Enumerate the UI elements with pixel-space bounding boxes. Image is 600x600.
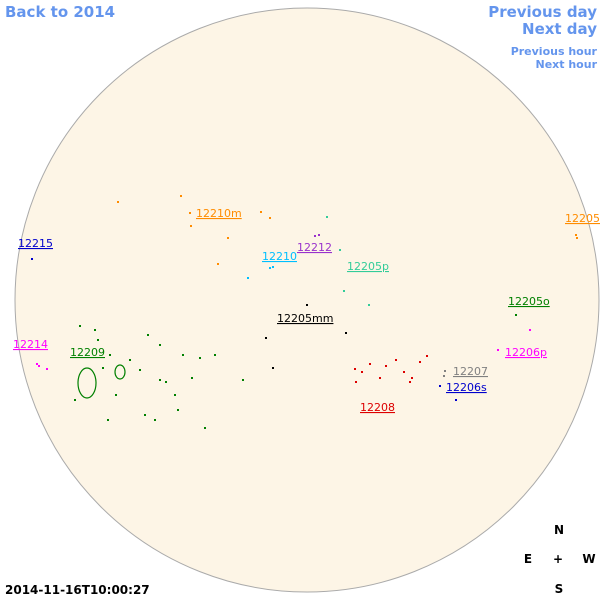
sunspot [314,235,316,237]
sunspot [354,368,356,370]
previous-hour-link[interactable]: Previous hour [511,45,598,58]
sunspot [97,339,99,341]
next-hour-link[interactable]: Next hour [536,58,598,71]
sunspot [343,290,345,292]
sunspot [395,359,397,361]
sunspot [174,394,176,396]
sunspot [190,225,192,227]
region-label[interactable]: 12210 [262,250,297,263]
sunspot [94,329,96,331]
sunspot [115,394,117,396]
sunspot [199,357,201,359]
sunspot [306,304,308,306]
sunspot [36,363,38,365]
sunspot [576,237,578,239]
region-label[interactable]: 12205o [508,295,550,308]
compass-east: E [524,552,532,566]
solar-disk [14,7,600,593]
sunspot [247,277,249,279]
region-label[interactable]: 12207 [453,365,488,378]
sunspot [102,367,104,369]
sunspot [403,371,405,373]
sunspot [361,371,363,373]
sunspot [439,385,441,387]
sunspot [144,414,146,416]
sunspot [455,399,457,401]
sunspot [165,381,167,383]
compass-north: N [554,523,564,537]
sunspot [265,337,267,339]
sunspot [345,332,347,334]
sunspot [159,379,161,381]
sunspot [38,365,40,367]
region-label[interactable]: 12206s [446,381,487,394]
compass-center: + [553,552,563,566]
sunspot [497,349,499,351]
sunspot [191,377,193,379]
compass-south: S [555,582,564,596]
sunspot [409,381,411,383]
sunspot [117,201,119,203]
sunspot [147,334,149,336]
region-label[interactable]: 12214 [13,338,48,351]
sunspot [189,212,191,214]
next-day-link[interactable]: Next day [522,20,597,38]
region-contours [77,364,126,399]
sunspot [368,304,370,306]
sunspot [272,266,274,268]
region-label[interactable]: 12215 [18,237,53,250]
sunspot [411,377,413,379]
sunspot [204,427,206,429]
sunspot [419,361,421,363]
sunspot [109,354,111,356]
back-link[interactable]: Back to 2014 [5,3,115,21]
sunspot [379,377,381,379]
sunspot [217,263,219,265]
sunspot [31,258,33,260]
sunspot [79,325,81,327]
sunspot [129,359,131,361]
sunspot [227,237,229,239]
sunspot [46,368,48,370]
sunspot [182,354,184,356]
sunspot [444,370,446,372]
region-label[interactable]: 12209 [70,346,105,359]
sunspot [426,355,428,357]
sunspot [260,211,262,213]
sunspot [515,314,517,316]
sunspot [318,234,320,236]
sunspot [154,419,156,421]
region-label[interactable]: 12205p [347,260,389,273]
sunspot [269,267,271,269]
sunspot [272,367,274,369]
sunspot [339,249,341,251]
timestamp: 2014-11-16T10:00:27 [5,583,150,597]
region-label[interactable]: 12206p [505,346,547,359]
sunspot [443,375,445,377]
sunspot [74,399,76,401]
compass-west: W [582,552,595,566]
sunspot [139,369,141,371]
sunspot [107,419,109,421]
sunspot [269,217,271,219]
sunspot [385,365,387,367]
sunspot [575,234,577,236]
sunspot [529,329,531,331]
sunspot [177,409,179,411]
sunspot [180,195,182,197]
sunspot [369,363,371,365]
previous-day-link[interactable]: Previous day [488,3,597,21]
region-label[interactable]: 12210m [196,207,242,220]
region-label[interactable]: 12212 [297,241,332,254]
region-label[interactable]: 12205mm [277,312,333,325]
sunspot [326,216,328,218]
sunspot [159,344,161,346]
sunspot [355,381,357,383]
region-label[interactable]: 12208 [360,401,395,414]
region-label[interactable]: 12205 [565,212,600,225]
sunspot [214,354,216,356]
sunspot [242,379,244,381]
